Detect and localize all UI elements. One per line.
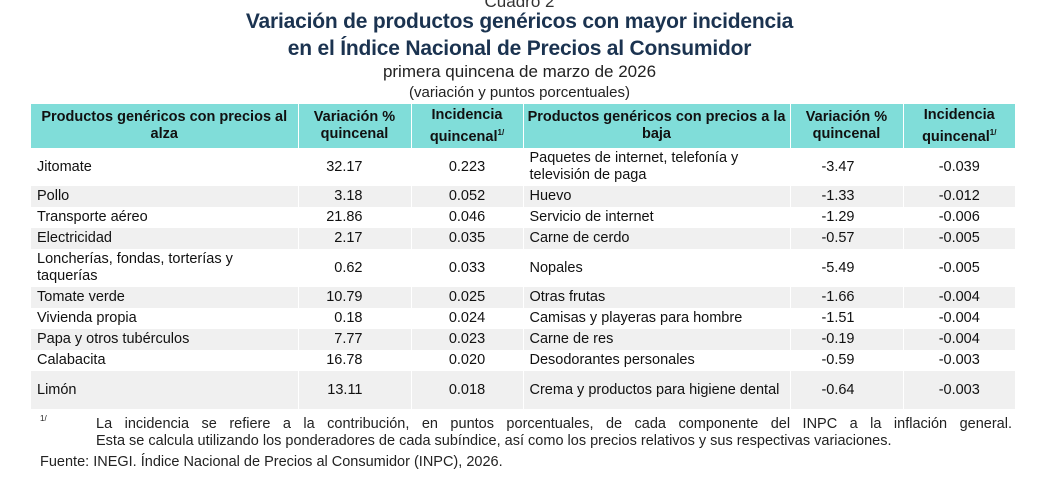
product-down: Crema y productos para higiene dental — [522, 371, 790, 409]
units-note: (variación y puntos porcentuales) — [409, 84, 630, 101]
variation-down: -0.57 — [789, 228, 903, 249]
incidence-down: -0.006 — [902, 207, 1015, 228]
incidence-up: 0.020 — [410, 350, 523, 371]
product-up: Papa y otros tubérculos — [31, 329, 298, 350]
incidence-down: -0.004 — [902, 329, 1015, 350]
variation-up: 13.11 — [297, 371, 411, 409]
variation-up: 7.77 — [297, 329, 411, 350]
incidence-up: 0.223 — [410, 148, 523, 186]
variation-down: -0.19 — [789, 329, 903, 350]
variation-up: 10.79 — [297, 287, 411, 308]
variation-down: -5.49 — [789, 249, 903, 287]
product-down: Carne de cerdo — [522, 228, 790, 249]
table-row: Vivienda propia 0.18 0.024 Camisas y player… — [31, 308, 1015, 329]
product-up: Transporte aéreo — [37, 209, 148, 225]
table-number: Cuadro 2 — [484, 0, 555, 11]
product-down: Paquetes de internet, telefonía y televi… — [522, 148, 790, 186]
col-alza: Productos genéricos con precios al alza — [31, 104, 298, 148]
variation-down: -1.66 — [789, 287, 903, 308]
variation-down: -0.59 — [789, 350, 903, 371]
product-down: Carne de res — [522, 329, 790, 350]
product-up: Calabacita — [37, 352, 106, 368]
footnote-mark: 1/ — [40, 414, 47, 423]
variation-up: 0.62 — [297, 249, 411, 287]
product-up: Tomate verde — [31, 287, 298, 308]
col-baja: Productos genéricos con precios a la baj… — [522, 104, 790, 148]
source-note: Fuente: INEGI. Índice Nacional de Precio… — [40, 454, 503, 470]
incidence-up: 0.025 — [410, 287, 523, 308]
product-down: Desodorantes personales — [522, 350, 790, 371]
col-var-up: Variación % quincenal — [297, 104, 411, 148]
incidence-up: 0.035 — [410, 228, 523, 249]
table-row: Jitomate 32.17 0.223 Paquetes de internet, … — [31, 148, 1015, 186]
table-row: Pollo 3.18 0.052 Huevo -1.33 -0.012 — [31, 186, 1015, 207]
table-row: Electricidad 2.17 0.035 Carne de cerdo -0.57… — [31, 228, 1015, 249]
product-down: Nopales — [522, 249, 790, 287]
incidence-up: 0.024 — [410, 308, 523, 329]
product-up: Electricidad — [31, 228, 298, 249]
variation-down: -1.33 — [789, 186, 903, 207]
footnote-line-1: La incidencia se refiere a la contribuci… — [96, 416, 1012, 432]
table-row: Tomate verde 10.79 0.025 Otras frutas -1.66-… — [31, 287, 1015, 308]
incidence-up: 0.046 — [410, 207, 523, 228]
table-row: Loncherías, fondas, torterías y taquería… — [31, 249, 1015, 287]
product-up: Vivienda propia — [37, 310, 137, 326]
incidence-down: -0.039 — [902, 148, 1015, 186]
col-inc-up: Incidencia quincenal1/ — [410, 104, 523, 148]
table-row: Calabacita 16.78 0.020 Desodorantes persona… — [31, 350, 1015, 371]
variation-up: 32.17 — [297, 148, 411, 186]
variation-up: 3.18 — [297, 186, 411, 207]
title-line-2: en el Índice Nacional de Precios al Cons… — [287, 37, 752, 60]
incidence-down: -0.005 — [902, 249, 1015, 287]
variation-down: -3.47 — [789, 148, 903, 186]
incidence-down: -0.004 — [902, 287, 1015, 308]
variation-down: -1.29 — [789, 207, 903, 228]
variation-down: -1.51 — [789, 308, 903, 329]
product-up: Loncherías, fondas, torterías y taquería… — [37, 251, 233, 284]
product-up: Limón — [31, 371, 298, 409]
incidence-down: -0.004 — [902, 308, 1015, 329]
header-row: Productos genéricos con precios al alza … — [31, 104, 1015, 148]
product-down: Servicio de internet — [522, 207, 790, 228]
incidence-down: -0.012 — [902, 186, 1015, 207]
variation-up: 16.78 — [297, 350, 411, 371]
footnote-line-2: Esta se calcula utilizando los ponderado… — [96, 433, 892, 449]
subtitle: primera quincena de marzo de 2026 — [382, 62, 657, 81]
variation-down: -0.64 — [789, 371, 903, 409]
incidence-down: -0.003 — [902, 350, 1015, 371]
variation-up: 2.17 — [297, 228, 411, 249]
incidence-down: -0.003 — [902, 371, 1015, 409]
col-inc-down: Incidencia quincenal1/ — [902, 104, 1015, 148]
incidence-up: 0.023 — [410, 329, 523, 350]
incidence-up: 0.052 — [410, 186, 523, 207]
product-down: Huevo — [522, 186, 790, 207]
incidence-up: 0.033 — [410, 249, 523, 287]
incidence-table: Productos genéricos con precios al alza … — [31, 104, 1015, 409]
incidence-down: -0.005 — [902, 228, 1015, 249]
product-up: Jitomate — [37, 158, 92, 175]
product-down: Camisas y playeras para hombre — [522, 308, 790, 329]
variation-up: 0.18 — [297, 308, 411, 329]
title-line-1: Variación de productos genéricos con may… — [245, 10, 794, 33]
table-row: Limón 13.11 0.018 Crema y productos para hi… — [31, 371, 1015, 409]
col-var-down: Variación % quincenal — [789, 104, 903, 148]
table-row: Transporte aéreo 21.86 0.046 Servicio de in… — [31, 207, 1015, 228]
product-down: Otras frutas — [522, 287, 790, 308]
incidence-up: 0.018 — [410, 371, 523, 409]
table-row: Papa y otros tubérculos 7.77 0.023 Carne de… — [31, 329, 1015, 350]
variation-up: 21.86 — [297, 207, 411, 228]
product-up: Pollo — [31, 186, 298, 207]
